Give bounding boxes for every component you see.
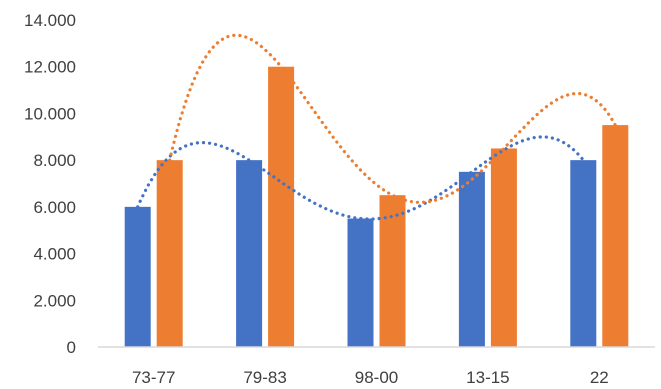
y-tick-label: 12.000 [24,58,76,77]
bar-series-2-79-83 [268,66,295,347]
bar-series-2-98-00 [379,195,406,347]
bar-series-1-73-77 [124,206,151,347]
y-axis-tick-labels: 0 2.000 4.000 6.000 8.000 10.000 12.000 14.000 [24,11,76,357]
y-tick-label: 4.000 [33,245,76,264]
bar-series-2-13-15 [490,148,517,347]
bar-series-2-22 [602,125,629,347]
y-tick-label: 0 [67,338,76,357]
x-tick-label: 73-77 [132,368,175,387]
bars [124,66,629,347]
y-tick-label: 14.000 [24,11,76,30]
x-tick-label: 13-15 [466,368,509,387]
x-axis-tick-labels: 73-77 79-83 98-00 13-15 22 [132,368,609,387]
bar-series-1-22 [570,160,597,347]
bar-series-2-73-77 [156,160,183,347]
bar-series-1-13-15 [458,171,485,347]
bar-series-1-79-83 [236,160,263,347]
x-tick-label: 98-00 [355,368,398,387]
trendlines [136,33,617,221]
x-tick-label: 22 [590,368,609,387]
trendline-series-2 [168,33,617,204]
x-tick-label: 79-83 [243,368,286,387]
y-tick-label: 10.000 [24,104,76,123]
y-tick-label: 6.000 [33,198,76,217]
y-tick-label: 2.000 [33,291,76,310]
y-tick-label: 8.000 [33,151,76,170]
bar-series-1-98-00 [347,218,374,347]
trendline-series-1 [136,135,585,221]
